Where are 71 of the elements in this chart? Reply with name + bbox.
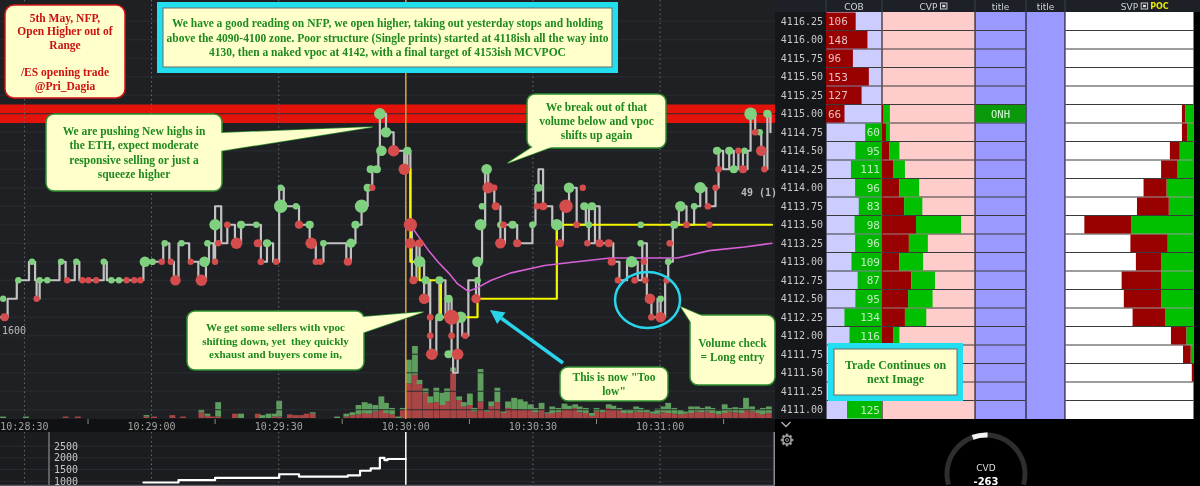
annotation: We are pushing New highs in the ETH, expect moderate responsive selling or just a squeeze higher	[62, 125, 206, 181]
data-label: 111	[860, 163, 880, 177]
y-tick-label: 4112.25	[780, 311, 823, 323]
y-tick-label: 2000	[53, 452, 78, 464]
y-tick-label: 4115.00	[780, 108, 823, 120]
text: /ES opening trade @Pri_Dagia	[19, 65, 110, 93]
y-tick-label: 4114.00	[780, 182, 823, 194]
x-tick-label: 10:29:00	[127, 420, 176, 432]
data-label: 98	[866, 218, 880, 232]
y-tick-label: 4114.50	[780, 145, 823, 157]
y-tick-label: 4116.00	[780, 34, 823, 46]
data-label: 125	[860, 403, 880, 417]
data-label: 153	[828, 70, 848, 84]
text: CVD	[976, 463, 996, 473]
y-tick-label: 1500	[53, 464, 78, 476]
data-label: 66	[828, 107, 842, 121]
annotation: We get some sellers with vpoc shifting down, yet they quickly exhaust and buyers come in,	[202, 321, 350, 360]
y-tick-label: 4111.25	[780, 385, 823, 397]
data-label: 116	[860, 329, 880, 343]
annotation: We have a good reading on NFP, we open higher, taking out yesterday stops and holding above the 4090-4100 zone. Poor structure (Single prints) started at 4118ish all the way into 4130, then a naked vpoc at 4142, with a final target of 4153ish MCVPOC	[166, 17, 609, 59]
data-label: 95	[866, 292, 880, 306]
text: title	[991, 1, 1010, 12]
chart-title: CVP	[919, 1, 938, 12]
data-label: 95	[866, 144, 880, 158]
data-label: 83	[866, 200, 880, 214]
data-label: 96	[828, 52, 842, 66]
chart-title: COB	[844, 1, 864, 12]
y-tick-label: 4114.75	[780, 126, 823, 138]
text: ONH	[991, 108, 1010, 121]
data-label: 148	[828, 33, 848, 47]
y-tick-label: 2500	[53, 440, 78, 452]
data-label: 96	[866, 237, 880, 251]
y-tick-label: 4113.25	[780, 237, 823, 249]
y-tick-label: 4116.25	[780, 15, 823, 27]
data-label: 134	[860, 311, 881, 325]
x-tick-label: 10:31:00	[636, 420, 685, 432]
y-tick-label: 4111.75	[780, 348, 823, 360]
data-label: 87	[866, 274, 880, 288]
y-tick-label: 4112.50	[780, 293, 823, 305]
annotation: 1600	[2, 324, 27, 336]
data-label: 96	[866, 181, 880, 195]
x-tick-label: 10:30:30	[508, 420, 557, 432]
annotation: Trade Continues on next Image	[844, 357, 947, 387]
data-label: 106	[828, 15, 848, 29]
y-tick-label: 4115.50	[780, 71, 823, 83]
data-label: 60	[866, 126, 880, 140]
text: title	[1036, 1, 1055, 12]
x-tick-label: 10:30:00	[381, 420, 430, 432]
y-tick-label: 4114.25	[780, 163, 823, 175]
data-label: 127	[828, 89, 848, 103]
x-tick-label: 10:28:30	[0, 420, 49, 432]
y-tick-label: 4115.25	[780, 89, 823, 101]
y-tick-label: 4113.00	[780, 256, 823, 268]
annotation: We break out of that volume below and vpoc shifts up again	[539, 100, 654, 143]
x-tick-label: 10:29:30	[254, 420, 303, 432]
annotation: This is now "Too low"	[572, 370, 656, 398]
text: -263	[973, 475, 999, 486]
y-tick-label: 1000	[53, 475, 78, 486]
y-tick-label: 4113.75	[780, 200, 823, 212]
y-tick-label: 4113.50	[780, 219, 823, 231]
annotation: 49 (1)	[740, 186, 778, 198]
y-tick-label: 4111.00	[780, 404, 823, 416]
annotation: Volume check = Long entry	[698, 336, 768, 365]
y-tick-label: 4111.50	[780, 367, 823, 379]
text: POC	[1150, 2, 1169, 11]
y-tick-label: 4115.75	[780, 52, 823, 64]
y-tick-label: 4112.75	[780, 274, 823, 286]
chart-title: SVP	[1120, 1, 1139, 12]
text: 5th May, NFP, Open Higher out of Range	[17, 11, 113, 52]
data-label: 109	[860, 255, 880, 269]
y-tick-label: 4112.00	[780, 330, 823, 342]
